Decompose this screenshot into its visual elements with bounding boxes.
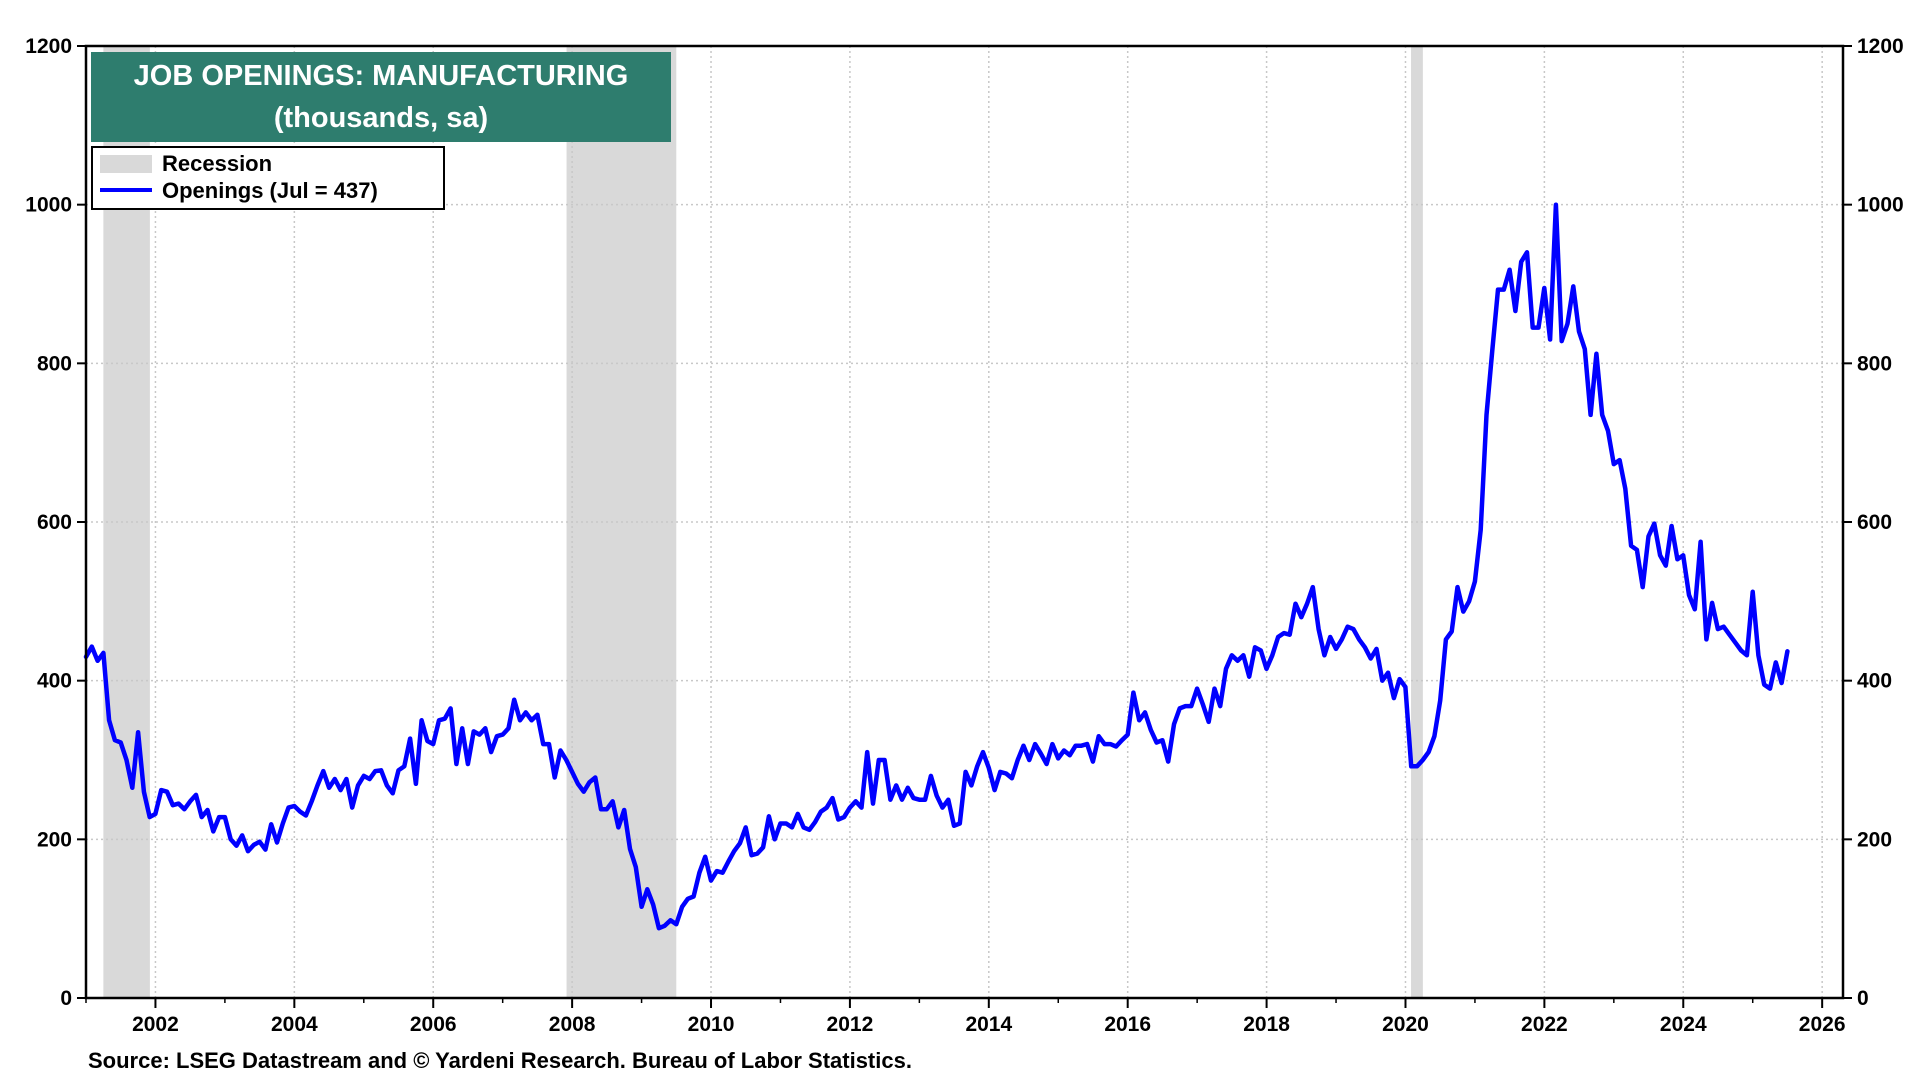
x-tick-label-2024: 2024	[1660, 1013, 1707, 1036]
series-line-openings	[83, 202, 1790, 931]
title-box: JOB OPENINGS: MANUFACTURING (thousands, …	[91, 52, 671, 142]
chart-title: JOB OPENINGS: MANUFACTURING	[134, 60, 629, 92]
x-tick-label-2022: 2022	[1521, 1013, 1568, 1036]
legend-recession-swatch	[100, 155, 152, 173]
legend-recession-label: Recession	[162, 151, 272, 176]
grid	[86, 46, 1843, 998]
y-tick-label-right-1000: 1000	[1857, 194, 1904, 217]
x-tick-label-2020: 2020	[1382, 1013, 1429, 1036]
y-tick-label-right-400: 400	[1857, 670, 1892, 693]
x-tick-label-2008: 2008	[549, 1013, 596, 1036]
x-tick-label-2006: 2006	[410, 1013, 457, 1036]
y-tick-label-left-200: 200	[37, 828, 72, 851]
y-tick-label-left-600: 600	[37, 511, 72, 534]
y-tick-label-left-1000: 1000	[25, 194, 72, 217]
y-tick-label-left-0: 0	[60, 987, 72, 1010]
x-tick-label-2010: 2010	[688, 1013, 735, 1036]
legend: Recession Openings (Jul = 437)	[91, 146, 445, 210]
legend-openings-label: Openings (Jul = 437)	[162, 178, 378, 203]
x-tick-label-2016: 2016	[1104, 1013, 1151, 1036]
y-tick-label-right-0: 0	[1857, 987, 1869, 1010]
y-tick-label-left-800: 800	[37, 352, 72, 375]
x-tick-label-2026: 2026	[1799, 1013, 1846, 1036]
series-layer	[83, 202, 1790, 931]
x-tick-label-2014: 2014	[965, 1013, 1012, 1036]
y-tick-label-right-200: 200	[1857, 828, 1892, 851]
y-tick-label-left-1200: 1200	[25, 35, 72, 58]
y-tick-label-right-800: 800	[1857, 352, 1892, 375]
y-tick-label-right-1200: 1200	[1857, 35, 1904, 58]
chart-subtitle: (thousands, sa)	[274, 102, 488, 134]
y-tick-label-left-400: 400	[37, 670, 72, 693]
x-tick-label-2018: 2018	[1243, 1013, 1290, 1036]
x-tick-label-2012: 2012	[827, 1013, 874, 1036]
axes: 0 0 200 200 400 400 600 600 800 800 1000 1000 1200 12…	[25, 35, 1903, 1036]
source-note: Source: LSEG Datastream and © Yardeni Re…	[88, 1048, 912, 1073]
x-tick-label-2002: 2002	[132, 1013, 179, 1036]
y-tick-label-right-600: 600	[1857, 511, 1892, 534]
title-background	[91, 52, 671, 142]
x-tick-label-2004: 2004	[271, 1013, 318, 1036]
